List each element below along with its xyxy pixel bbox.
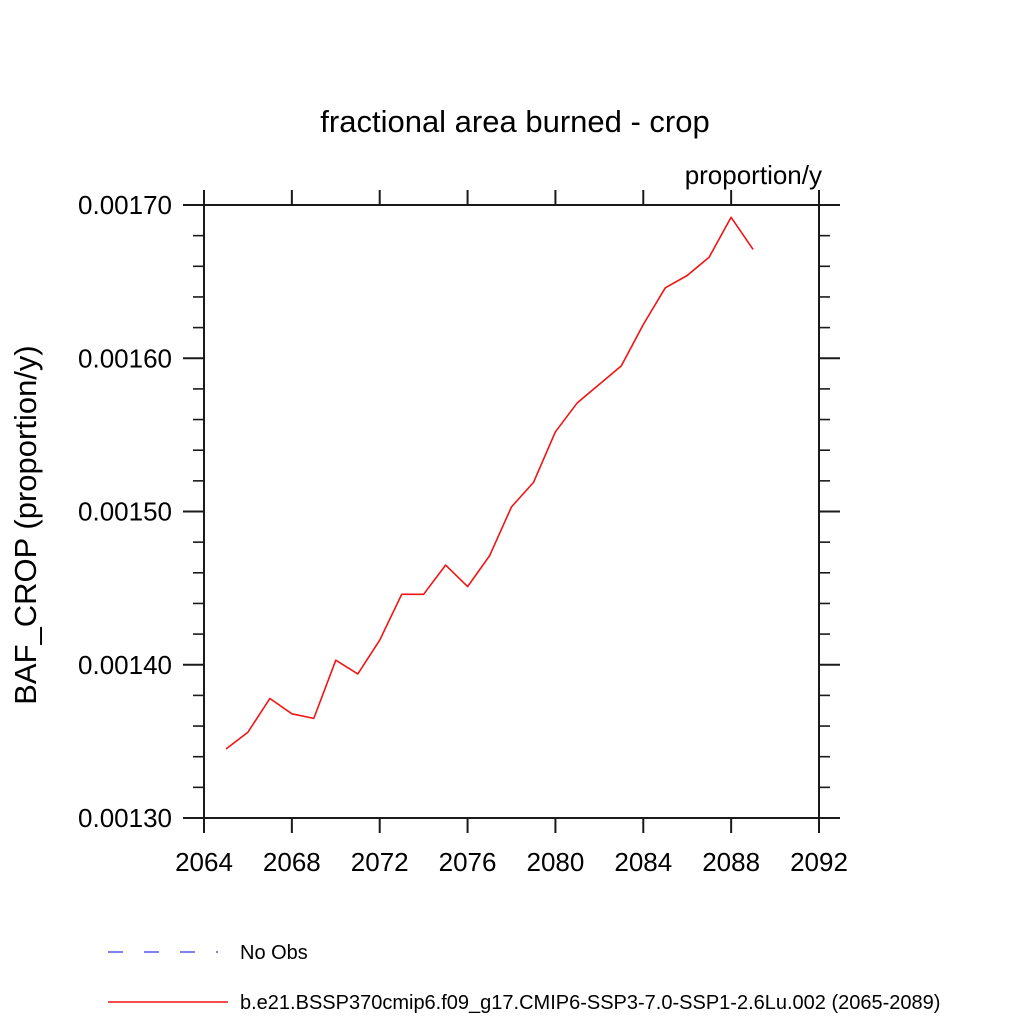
y-tick-label: 0.00160: [78, 343, 172, 373]
chart-title: fractional area burned - crop: [320, 104, 709, 139]
data-series-group: [225, 216, 754, 750]
x-tick-label: 2076: [439, 847, 497, 877]
units-label: proportion/y: [685, 160, 822, 190]
y-tick-label: 0.00130: [78, 803, 172, 833]
y-tick-label: 0.00150: [78, 497, 172, 527]
axis-ticks: 2064 2068 2072 2076 2080 2084 2088 2092 0.00130 0…: [78, 190, 848, 877]
plot-frame: [203, 204, 820, 819]
legend-label-no-obs: No Obs: [240, 942, 308, 964]
x-tick-label: 2080: [527, 847, 585, 877]
x-tick-label: 2084: [614, 847, 672, 877]
series-line: [225, 216, 754, 750]
y-axis-label: BAF_CROP (proportion/y): [8, 345, 43, 705]
legend-label-series: b.e21.BSSP370cmip6.f09_g17.CMIP6-SSP3-7.…: [240, 992, 940, 1014]
legend: No Obs b.e21.BSSP370cmip6.f09_g17.CMIP6-…: [108, 942, 940, 1014]
x-tick-label: 2068: [263, 847, 321, 877]
x-tick-label: 2092: [790, 847, 848, 877]
y-tick-label: 0.00170: [78, 190, 172, 220]
y-tick-label: 0.00140: [78, 650, 172, 680]
x-tick-label: 2072: [351, 847, 409, 877]
x-tick-label: 2088: [702, 847, 760, 877]
x-tick-label: 2064: [175, 847, 233, 877]
